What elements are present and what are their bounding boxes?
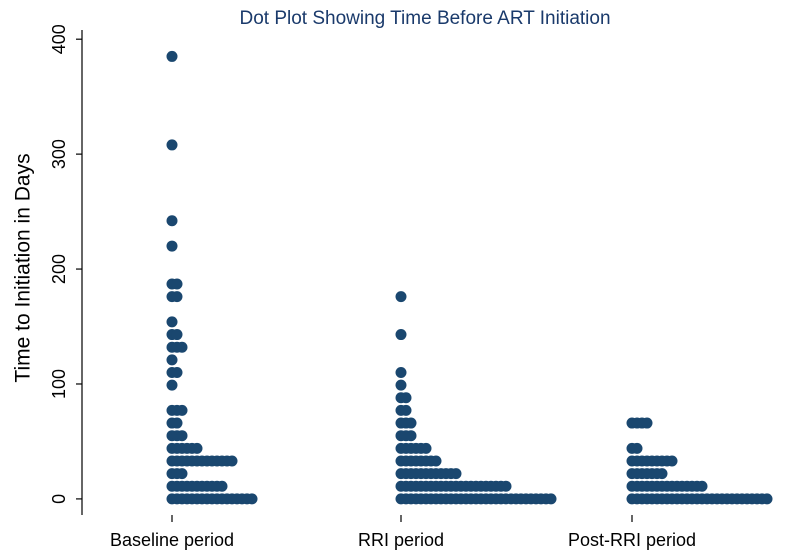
dot [405,430,417,442]
dot [395,329,407,341]
dot [166,139,178,151]
dot [166,379,178,391]
dot [395,379,407,391]
dot [666,455,678,467]
dot [166,354,178,366]
dot [171,291,183,303]
y-tick-label: 200 [49,254,69,284]
dot [400,392,412,404]
y-tick-label: 400 [49,24,69,54]
dot [656,468,668,480]
dot [450,468,462,480]
dot [166,240,178,252]
dot [641,417,653,429]
dot [246,493,258,505]
dot [226,455,238,467]
dot [405,417,417,429]
dot [176,404,188,416]
dot [395,291,407,303]
dot [171,366,183,378]
x-tick-label: Baseline period [110,530,234,550]
dot [400,404,412,416]
dot [631,442,643,454]
dot [761,493,773,505]
y-tick-label: 100 [49,369,69,399]
chart-title: Dot Plot Showing Time Before ART Initiat… [239,8,610,29]
dot [395,366,407,378]
dot [176,430,188,442]
y-axis-label: Time to Initiation in Days [12,153,35,382]
dot [171,278,183,290]
dot [216,480,228,492]
dot [176,341,188,353]
dot [166,50,178,62]
dot [420,442,432,454]
dot [171,417,183,429]
dot [166,215,178,227]
dot [176,468,188,480]
x-tick-label: RRI period [358,530,444,550]
x-tick-label: Post-RRI period [568,530,696,550]
dot [191,442,203,454]
dot [500,480,512,492]
dot [545,493,557,505]
y-tick-label: 300 [49,139,69,169]
dot [696,480,708,492]
y-tick-label: 0 [49,494,69,504]
dot [166,316,178,328]
dot [171,329,183,341]
dot [430,455,442,467]
